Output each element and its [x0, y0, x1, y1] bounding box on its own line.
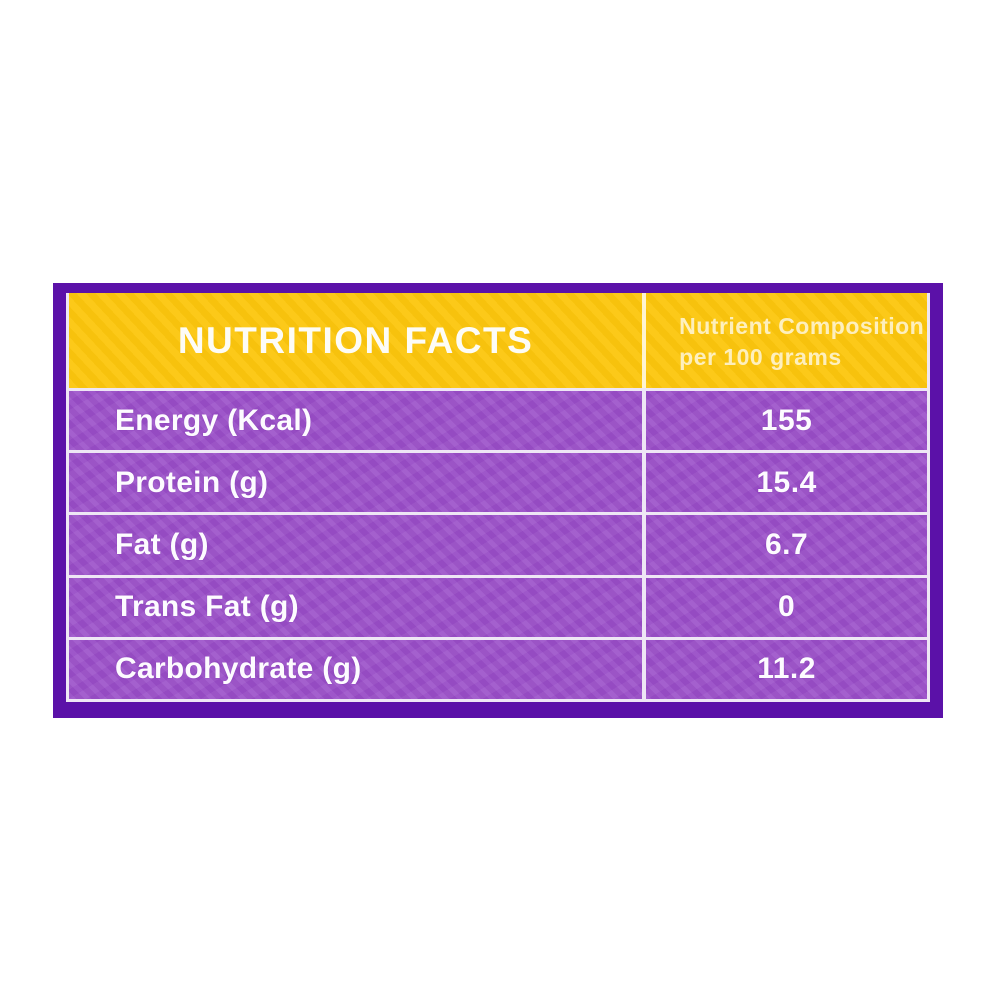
header-subtitle-cell: Nutrient Composition per 100 grams	[642, 293, 927, 388]
nutrient-value-cell: 6.7	[642, 515, 927, 575]
nutrition-facts-title: NUTRITION FACTS	[177, 319, 534, 361]
nutrient-name-cell: Carbohydrate (g)	[115, 652, 362, 686]
nutrient-name-cell: Trans Fat (g)	[115, 590, 299, 624]
nutrition-table: NUTRITION FACTS Nutrient Composition per…	[66, 293, 930, 702]
table-row-carbohydrate: Carbohydrate (g) 11.2	[69, 636, 927, 700]
nutrition-facts-label: NUTRITION FACTS Nutrient Composition per…	[53, 283, 943, 718]
table-row-fat: Fat (g) 6.7	[69, 512, 927, 575]
table-body: Energy (Kcal) 155 Protein (g) 15.4 Fat (…	[69, 388, 927, 700]
nutrient-composition-subtitle-line2: per 100 grams	[679, 343, 842, 370]
nutrient-value-cell: 155	[642, 391, 927, 451]
nutrient-composition-subtitle-line1: Nutrient Composition	[679, 312, 925, 339]
table-row-energy: Energy (Kcal) 155	[69, 388, 927, 451]
nutrient-name-cell: Protein (g)	[115, 465, 269, 499]
nutrient-value-cell: 15.4	[642, 453, 927, 513]
nutrient-name-cell: Fat (g)	[115, 528, 209, 561]
nutrient-value-cell: 11.2	[642, 639, 927, 700]
table-row-trans-fat: Trans Fat (g) 0	[69, 574, 927, 637]
table-header-row: NUTRITION FACTS Nutrient Composition per…	[69, 293, 927, 388]
header-title-cell: NUTRITION FACTS	[69, 293, 642, 388]
nutrient-name-cell: Energy (Kcal)	[115, 403, 313, 437]
nutrient-value-cell: 0	[642, 577, 927, 637]
table-row-protein: Protein (g) 15.4	[69, 450, 927, 513]
